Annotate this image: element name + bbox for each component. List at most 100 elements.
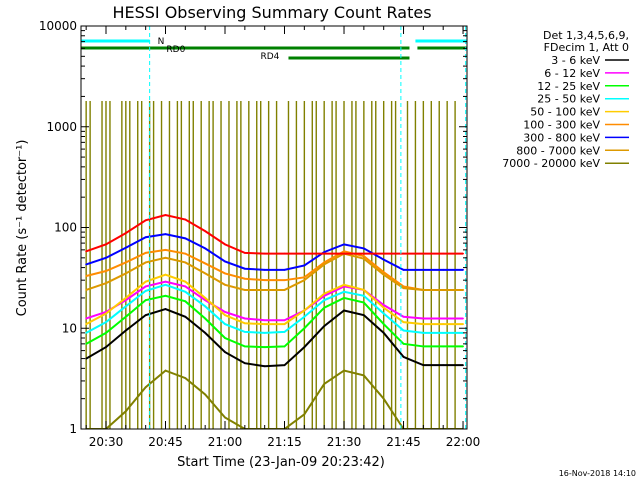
series-4-point-7 <box>224 314 226 317</box>
series-6-point-16 <box>402 268 405 271</box>
series-4-point-14 <box>362 289 365 291</box>
series-2-point-5 <box>184 300 187 303</box>
series-9-point-4 <box>164 214 167 216</box>
series-0-point-7 <box>224 351 226 353</box>
series-2-point-11 <box>303 327 306 330</box>
series-2-point-14 <box>362 301 365 304</box>
y-tick-label-0: 1 <box>69 422 77 436</box>
series-2-point-16 <box>402 342 405 345</box>
series-9-point-1 <box>105 243 107 246</box>
series-8-point-5 <box>184 377 187 380</box>
series-5-point-12 <box>323 261 326 264</box>
series-0-point-15 <box>382 331 385 334</box>
series-7-point-16 <box>402 287 405 290</box>
spike-band <box>85 101 456 429</box>
series-5-point-7 <box>224 272 226 275</box>
series-6-point-4 <box>164 233 167 235</box>
series-9-point-11 <box>402 252 405 255</box>
series-3-point-3 <box>144 289 147 292</box>
series-1-point-19 <box>462 317 464 320</box>
series-6-point-6 <box>204 247 207 250</box>
legend-label-5: 100 - 300 keV <box>523 119 600 132</box>
series-5-point-3 <box>144 251 147 254</box>
series-3-point-15 <box>382 312 385 315</box>
series-4-point-3 <box>144 280 147 283</box>
series-4-point-2 <box>124 297 127 299</box>
series-1-point-7 <box>224 311 226 313</box>
series-0-point-12 <box>323 325 326 328</box>
series-4-point-16 <box>402 321 405 324</box>
series-8-point-15 <box>382 397 385 400</box>
series-5-point-11 <box>303 276 306 279</box>
series-7-point-4 <box>164 256 167 259</box>
legend-label-7: 800 - 7000 keV <box>516 144 600 157</box>
series-5-point-13 <box>343 250 345 253</box>
x-tick-label-3: 21:15 <box>267 435 302 449</box>
series-1-point-4 <box>164 280 167 283</box>
series-6-point-10 <box>283 268 286 271</box>
series-6-point-2 <box>124 246 127 249</box>
series-7-point-15 <box>382 273 385 276</box>
series-2-point-8 <box>243 345 246 348</box>
series-8-point-6 <box>204 393 207 396</box>
series-7-point-9 <box>263 289 266 291</box>
series-0-point-13 <box>343 309 345 312</box>
series-line-5 <box>85 248 464 291</box>
series-9-point-3 <box>144 219 147 222</box>
series-6-point-7 <box>224 260 226 263</box>
x-tick-label-6: 22:00 <box>446 435 481 449</box>
series-4-point-12 <box>323 292 326 295</box>
series-4-point-1 <box>105 312 107 315</box>
series-0-point-4 <box>164 308 167 310</box>
series-1-point-8 <box>243 317 246 320</box>
series-3-point-11 <box>303 315 306 318</box>
series-8-point-14 <box>362 374 365 377</box>
series-line-6 <box>85 233 464 271</box>
series-5-point-6 <box>204 262 207 265</box>
series-8-point-13 <box>343 369 345 372</box>
series-3-point-13 <box>343 290 345 293</box>
series-1-point-10 <box>283 319 286 322</box>
series-9-point-7 <box>224 243 226 246</box>
series-7-point-1 <box>105 282 107 285</box>
series-1-point-0 <box>85 317 88 320</box>
series-6-point-11 <box>303 264 306 267</box>
series-9-point-0 <box>85 250 88 253</box>
decimation-flag-label-2: RD4 <box>260 52 279 62</box>
series-3-point-7 <box>224 323 226 325</box>
series-2-point-17 <box>422 345 425 348</box>
series-3-point-10 <box>283 330 286 333</box>
series-3-point-5 <box>184 290 187 293</box>
series-1-point-3 <box>144 285 147 288</box>
series-7-point-10 <box>283 289 286 291</box>
legend-label-3: 25 - 50 keV <box>537 93 600 106</box>
series-2-point-12 <box>323 306 326 309</box>
legend-label-0: 3 - 6 keV <box>551 54 600 67</box>
series-0-point-0 <box>85 357 88 360</box>
series-8-point-7 <box>224 416 226 419</box>
series-1-point-15 <box>382 304 385 306</box>
orbit-flag-label-0: N <box>158 37 165 47</box>
y-tick-label-4: 10000 <box>39 19 77 33</box>
legend-label-6: 300 - 800 keV <box>523 131 600 144</box>
series-5-point-8 <box>243 277 246 280</box>
x-tick-label-0: 20:30 <box>89 435 124 449</box>
series-1-point-18 <box>442 317 445 320</box>
series-2-point-4 <box>164 294 167 297</box>
series-2-point-1 <box>105 331 107 334</box>
series-2-point-19 <box>462 345 464 348</box>
series-1-point-9 <box>263 319 266 322</box>
series-7-point-7 <box>224 283 226 286</box>
series-4-point-4 <box>164 273 167 276</box>
series-5-point-9 <box>263 279 266 282</box>
series-0-point-17 <box>422 364 425 367</box>
series-2-point-13 <box>343 297 345 299</box>
plot-frame <box>80 25 468 430</box>
series-4-point-8 <box>243 322 246 325</box>
series-2-point-7 <box>224 337 226 339</box>
series-4-point-5 <box>184 280 187 283</box>
series-8-point-3 <box>144 386 147 389</box>
series-3-point-12 <box>323 299 326 302</box>
legend-label-1: 6 - 12 keV <box>544 67 600 80</box>
